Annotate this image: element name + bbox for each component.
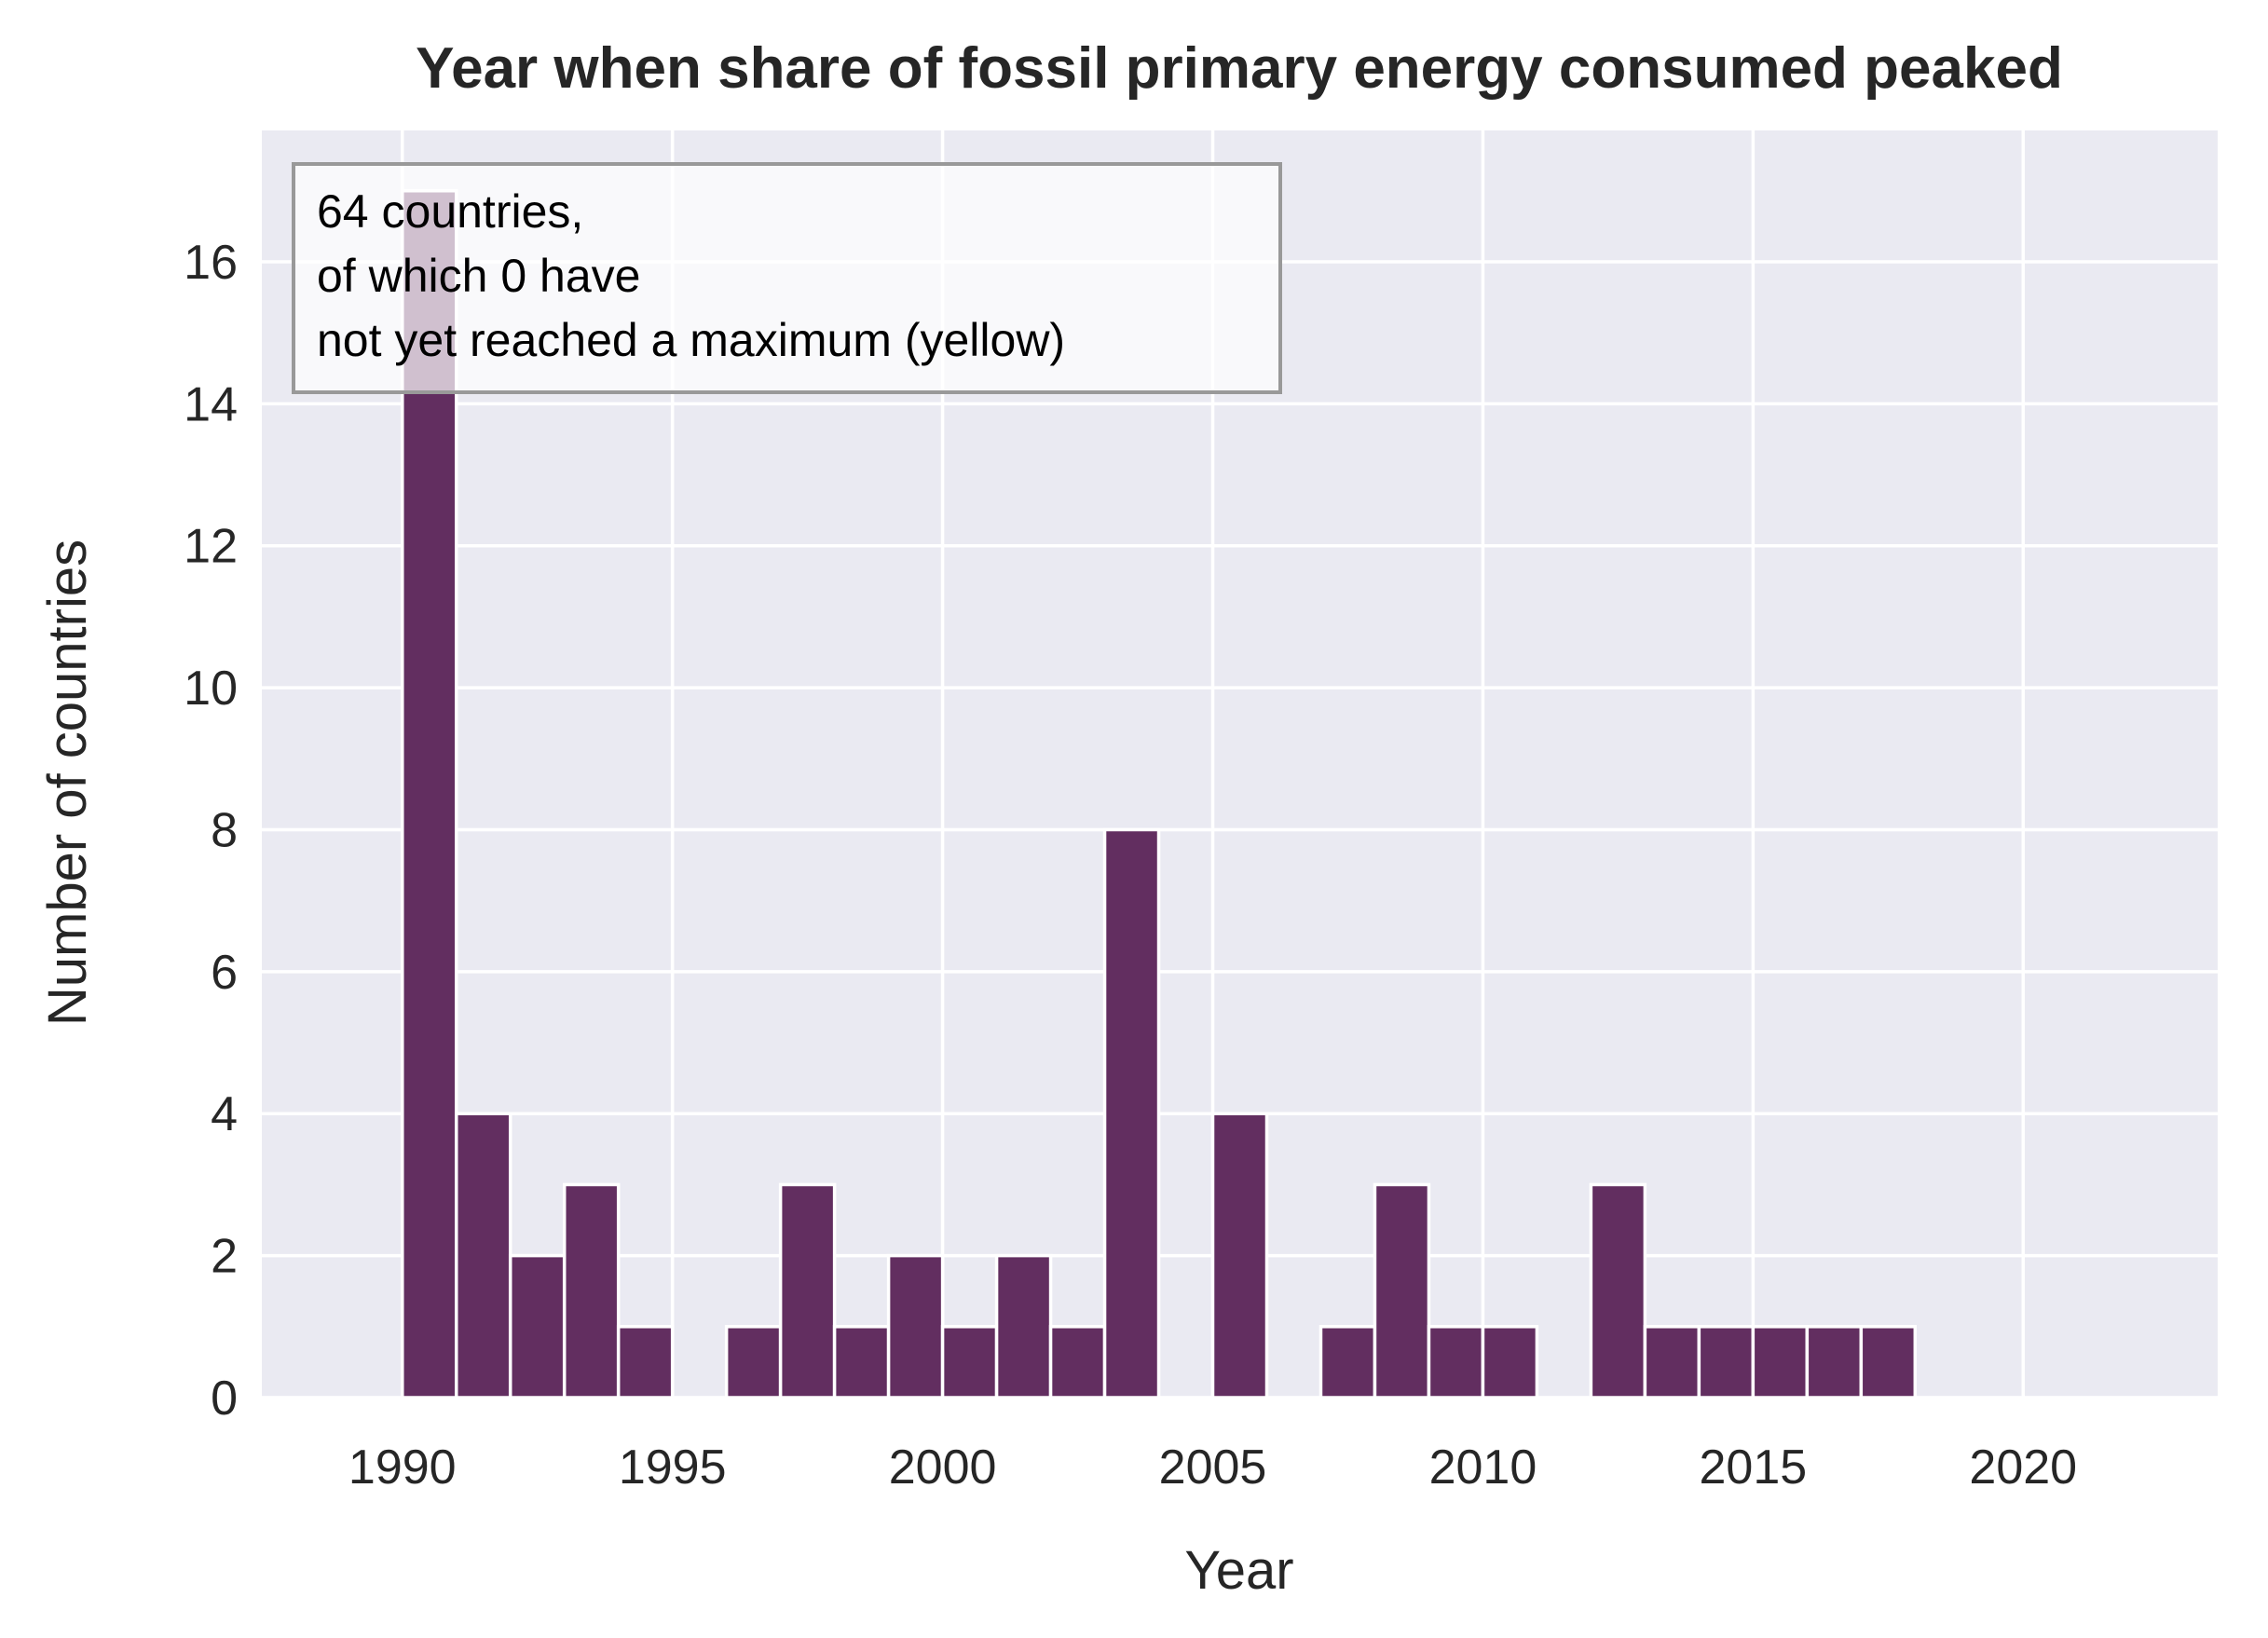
x-tick-label: 1990 [348, 1440, 457, 1495]
histogram-bar [778, 1182, 837, 1399]
x-tick-label: 1995 [619, 1440, 727, 1495]
annotation-frame [292, 162, 1282, 394]
x-tick-label: 2000 [889, 1440, 997, 1495]
y-tick-label: 16 [184, 236, 238, 290]
histogram-bar [1210, 1112, 1269, 1399]
histogram-bar [1427, 1325, 1485, 1399]
annotation-line: 64 countries, [317, 185, 583, 238]
histogram-bar [832, 1325, 891, 1399]
y-tick-label: 2 [211, 1230, 238, 1284]
annotation-box: 64 countries, of which 0 have not yet re… [292, 162, 1282, 394]
y-tick-label: 12 [184, 520, 238, 574]
y-tick-label: 10 [184, 662, 238, 716]
histogram-bar [1751, 1325, 1810, 1399]
histogram-bar [1697, 1325, 1756, 1399]
histogram-bar [1102, 827, 1161, 1399]
y-tick-label: 8 [211, 803, 238, 857]
annotation-line: of which 0 have [317, 250, 640, 302]
y-tick-label: 6 [211, 946, 238, 1000]
y-axis-label: Number of countries [37, 539, 98, 1026]
x-tick-label: 2005 [1159, 1440, 1267, 1495]
histogram-bar [886, 1253, 945, 1399]
x-axis-ticks: 1990 1995 2000 2005 2010 2015 2020 [348, 1440, 2077, 1495]
histogram-bar [1373, 1182, 1431, 1399]
x-tick-label: 2020 [1969, 1440, 2077, 1495]
histogram-bar [1589, 1182, 1647, 1399]
histogram-bar [1643, 1325, 1701, 1399]
y-tick-label: 4 [211, 1087, 238, 1141]
y-tick-label: 0 [211, 1372, 238, 1426]
histogram-bar [508, 1253, 567, 1399]
x-axis-label: Year [1184, 1540, 1293, 1601]
histogram-bar [616, 1325, 675, 1399]
histogram-bar [1481, 1325, 1539, 1399]
histogram-bar [1048, 1325, 1107, 1399]
annotation-line: not yet reached a maximum (yellow) [317, 314, 1065, 366]
histogram-bar [1318, 1325, 1377, 1399]
histogram-bar [1859, 1325, 1918, 1399]
histogram-bar [1805, 1325, 1864, 1399]
y-axis-ticks: 0 2 4 6 8 10 12 14 16 [184, 236, 238, 1426]
y-tick-label: 14 [184, 377, 238, 431]
x-tick-label: 2015 [1699, 1440, 1807, 1495]
chart-title: Year when share of fossil primary energy… [416, 36, 2063, 101]
histogram-bar [724, 1325, 783, 1399]
histogram-bar [994, 1253, 1053, 1399]
x-tick-label: 2010 [1429, 1440, 1537, 1495]
histogram-bar [562, 1182, 621, 1399]
histogram-bar [454, 1112, 512, 1399]
histogram-bar [940, 1325, 999, 1399]
